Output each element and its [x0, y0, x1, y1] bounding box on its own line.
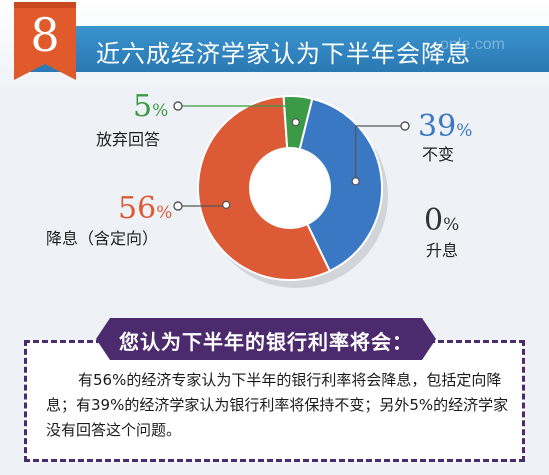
data-label-0: 39% [418, 109, 472, 144]
leader-line-3 [178, 105, 297, 123]
note-header-text: 您认为下半年的银行利率将会： [119, 330, 413, 354]
donut-slice-0 [298, 97, 383, 273]
section-number: 8 [30, 8, 60, 62]
watermark-text: ople.com [440, 36, 505, 53]
donut-chart: 39%不变 0% 升息 56% 降息（含定向） 5% 放弃回答 [46, 89, 472, 288]
data-label-1: 0% [424, 203, 459, 238]
data-label-2: 56% [118, 191, 172, 226]
leader-dot-outer-3 [173, 101, 183, 111]
category-label-2: 降息（含定向） [46, 229, 158, 248]
leader-dot-inner-0 [351, 177, 360, 186]
data-label-3: 5% [133, 89, 168, 124]
note-body: 有56%的经济专家认为下半年的银行利率将会降息，包括定向降息；有39%的经济学家… [46, 371, 509, 439]
category-label-1: 升息 [426, 241, 458, 260]
leader-line-0 [355, 125, 405, 182]
donut-hole [251, 149, 329, 227]
number-badge: 8 [14, 2, 76, 80]
donut-slice-2 [197, 95, 332, 281]
leader-dot-inner-3 [291, 118, 300, 127]
title-bar [30, 26, 549, 72]
leader-dot-inner-2 [222, 200, 231, 209]
badge-ribbon-shape [14, 2, 76, 80]
leader-dot-outer-0 [400, 121, 410, 131]
note-header: 您认为下半年的银行利率将会： [96, 318, 436, 360]
page-title: 近六成经济学家认为下半年会降息 [96, 40, 471, 68]
leader-dot-outer-2 [173, 201, 183, 211]
category-label-0: 不变 [422, 145, 454, 164]
note-header-shape [96, 318, 436, 360]
category-label-3: 放弃回答 [96, 130, 160, 149]
